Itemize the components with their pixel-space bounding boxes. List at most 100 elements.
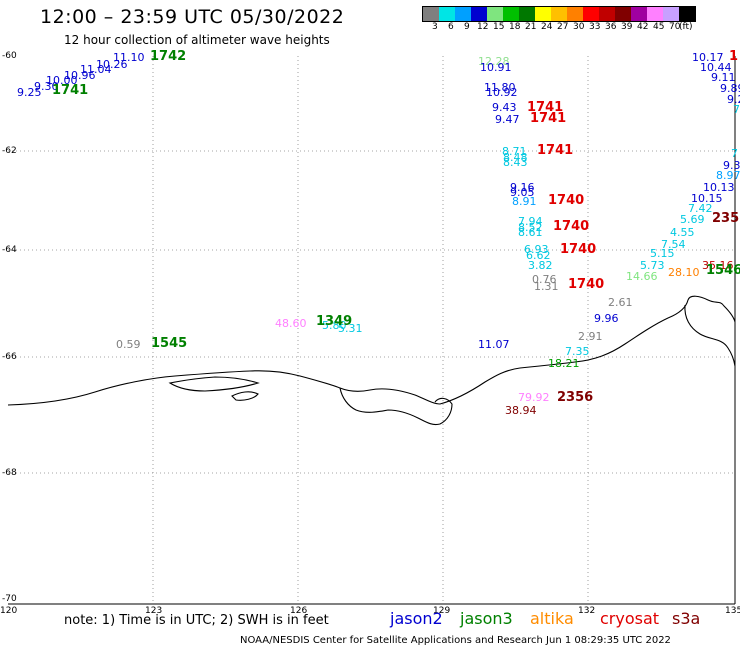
wave-height-label: 7.54 bbox=[661, 238, 686, 251]
wave-height-label: 9.2 bbox=[727, 93, 740, 106]
legend-swatch bbox=[455, 7, 471, 21]
wave-height-label: 7.35 bbox=[565, 345, 590, 358]
map-frame bbox=[8, 56, 736, 605]
footer-note: note: 1) Time is in UTC; 2) SWH is in fe… bbox=[64, 613, 329, 628]
wave-height-label: 11.07 bbox=[478, 338, 510, 351]
wave-height-label: 8.91 bbox=[512, 195, 537, 208]
wave-height-label: 18.21 bbox=[548, 357, 580, 370]
wave-height-label: 10.44 bbox=[700, 61, 732, 74]
mission-label-cryosat: cryosat bbox=[600, 609, 660, 628]
legend-swatch bbox=[519, 7, 535, 21]
x-tick-label: 129 bbox=[433, 606, 451, 616]
wave-height-label: 0.59 bbox=[116, 338, 141, 351]
legend-label: 39 bbox=[621, 22, 633, 32]
pass-time-label: 235 bbox=[712, 211, 740, 226]
legend-label: 42 bbox=[637, 22, 649, 32]
pass-time-label: 1742 bbox=[150, 49, 187, 64]
legend-swatch bbox=[599, 7, 615, 21]
wave-height-label: 10.15 bbox=[691, 192, 723, 205]
wave-height-label: 10.96 bbox=[64, 69, 96, 82]
wave-height-label: 6.93 bbox=[524, 243, 549, 256]
map-subtitle: 12 hour collection of altimeter wave hei… bbox=[64, 33, 330, 47]
legend-swatch bbox=[551, 7, 567, 21]
mission-label-jason2: jason2 bbox=[390, 609, 443, 628]
legend-label: 33 bbox=[589, 22, 601, 32]
x-tick-label: 120 bbox=[0, 606, 18, 616]
x-tick-label: 135 bbox=[725, 606, 740, 616]
wave-height-label: 9.05 bbox=[510, 186, 535, 199]
wave-height-label: 9.25 bbox=[17, 86, 42, 99]
wave-height-label: 5.15 bbox=[650, 247, 675, 260]
pass-time-label: 1740 bbox=[548, 193, 585, 208]
legend-label: 30 bbox=[573, 22, 585, 32]
wave-height-label: 2.91 bbox=[578, 330, 603, 343]
wave-height-label: 3.82 bbox=[528, 259, 553, 272]
wave-height-label: 10.00 bbox=[46, 74, 78, 87]
legend-swatch bbox=[631, 7, 647, 21]
pass-time-label: 1740 bbox=[560, 242, 597, 257]
pass-time-label: 1741 bbox=[530, 111, 567, 126]
credit-line: NOAA/NESDIS Center for Satellite Applica… bbox=[240, 635, 671, 646]
wave-height-label: 9.96 bbox=[594, 312, 619, 325]
wave-height-label: 6.62 bbox=[526, 249, 551, 262]
y-tick-label: -62 bbox=[2, 146, 17, 156]
legend-swatch bbox=[535, 7, 551, 21]
legend-label: 45 bbox=[653, 22, 665, 32]
mission-label-jason3: jason3 bbox=[460, 609, 513, 628]
pass-time-label: 1741 bbox=[52, 83, 89, 98]
wave-height-label: 8.71 bbox=[502, 145, 527, 158]
y-tick-label: -64 bbox=[2, 245, 17, 255]
pass-time-label: 1349 bbox=[316, 314, 353, 329]
grid-lines bbox=[8, 56, 733, 604]
pass-time-label: 2356 bbox=[557, 390, 594, 405]
y-tick-label: -60 bbox=[2, 51, 17, 61]
legend-label: 36 bbox=[605, 22, 617, 32]
wave-height-label: 5.31 bbox=[338, 322, 363, 335]
pass-time-label: 1741 bbox=[527, 100, 564, 115]
x-tick-label: 126 bbox=[290, 606, 308, 616]
legend-swatch bbox=[583, 7, 599, 21]
wave-height-label: 5.73 bbox=[640, 259, 665, 272]
legend-swatch bbox=[647, 7, 663, 21]
legend-swatch bbox=[439, 7, 455, 21]
wave-height-label: 8.52 bbox=[518, 221, 543, 234]
legend-label: 12 bbox=[477, 22, 489, 32]
pass-time-label: 1740 bbox=[568, 277, 605, 292]
mission-label-s3a: s3a bbox=[672, 609, 701, 628]
wave-height-label: 0.76 bbox=[532, 273, 557, 286]
pass-time-label: 1 bbox=[729, 49, 739, 64]
wave-height-label: 7.42 bbox=[688, 202, 713, 215]
y-tick-label: -70 bbox=[2, 594, 17, 604]
legend-label: 27 bbox=[557, 22, 569, 32]
map-title: 12:00 – 23:59 UTC 05/30/2022 bbox=[40, 6, 345, 28]
wave-height-label: 7 bbox=[731, 147, 738, 160]
y-tick-label: -68 bbox=[2, 468, 17, 478]
wave-height-label: 8.43 bbox=[503, 156, 528, 169]
wave-height-label: 9.11 bbox=[711, 71, 736, 84]
wave-height-label: 9.89 bbox=[720, 82, 740, 95]
pass-time-label: 1740 bbox=[553, 219, 590, 234]
wave-height-label: 8.61 bbox=[518, 226, 543, 239]
pass-time-label: 1545 bbox=[151, 336, 188, 351]
wave-height-label: 9.16 bbox=[510, 181, 535, 194]
wave-height-label: 9.30 bbox=[34, 80, 59, 93]
wave-height-label: 9.47 bbox=[495, 113, 520, 126]
x-tick-label: 123 bbox=[145, 606, 163, 616]
legend-swatch bbox=[567, 7, 583, 21]
color-scale-legend bbox=[422, 6, 696, 22]
legend-swatch bbox=[615, 7, 631, 21]
wave-height-label: 8.48 bbox=[503, 151, 528, 164]
wave-height-label: 8.97 bbox=[716, 169, 740, 182]
wave-height-label: 9.3 bbox=[723, 159, 740, 172]
wave-height-label: 11.10 bbox=[113, 51, 145, 64]
wave-height-label: 11.04 bbox=[80, 63, 112, 76]
legend-swatch bbox=[503, 7, 519, 21]
legend-swatch bbox=[471, 7, 487, 21]
wave-height-label: 1.31 bbox=[534, 280, 559, 293]
legend-label: 21 bbox=[525, 22, 537, 32]
wave-height-label: 5.80 bbox=[322, 319, 347, 332]
wave-height-label: 4.55 bbox=[670, 226, 695, 239]
wave-height-label: 12.28 bbox=[478, 55, 510, 68]
y-tick-label: -66 bbox=[2, 352, 17, 362]
legend-label: 3 bbox=[432, 22, 438, 32]
